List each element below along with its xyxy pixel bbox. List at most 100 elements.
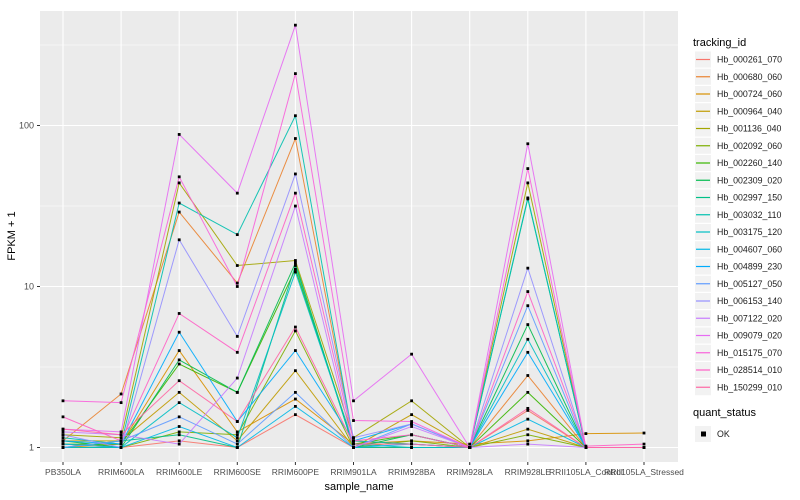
x-tick-label: RRIM928LA xyxy=(447,467,494,477)
data-point xyxy=(61,430,65,434)
data-point xyxy=(235,191,239,195)
data-point xyxy=(177,330,181,334)
data-point xyxy=(235,376,239,380)
legend-item-Hb_005127_050: Hb_005127_050 xyxy=(695,275,782,292)
data-point xyxy=(526,427,530,431)
data-point xyxy=(410,422,413,426)
legend-item-label: Hb_150299_010 xyxy=(717,382,782,392)
data-point xyxy=(294,329,297,333)
data-point xyxy=(177,358,181,362)
legend-item-label: Hb_004899_230 xyxy=(717,262,782,272)
legend-item-Hb_003175_120: Hb_003175_120 xyxy=(695,224,782,240)
data-point xyxy=(294,397,297,401)
data-point xyxy=(410,433,413,437)
legend-item-label: Hb_002260_140 xyxy=(717,158,782,168)
legend-item-label: Hb_000680_060 xyxy=(717,72,782,82)
data-point xyxy=(294,72,297,76)
legend-item-Hb_028514_010: Hb_028514_010 xyxy=(695,362,782,378)
legend-item-Hb_003032_110: Hb_003032_110 xyxy=(695,206,782,223)
data-point xyxy=(177,390,181,394)
data-point xyxy=(177,133,181,136)
data-point xyxy=(294,270,297,274)
legend-item-Hb_002309_020: Hb_002309_020 xyxy=(695,172,782,189)
data-point xyxy=(526,374,530,377)
x-tick-label: RRII105LA_Stressed xyxy=(604,467,684,477)
data-point xyxy=(119,446,123,449)
data-point xyxy=(468,442,472,446)
data-point xyxy=(177,415,181,419)
legend-item-Hb_150299_010: Hb_150299_010 xyxy=(695,379,782,396)
data-point xyxy=(352,419,355,422)
data-point xyxy=(294,267,297,271)
x-tick-label: RRIM600LA xyxy=(98,467,145,477)
legend-key-square xyxy=(701,431,706,437)
legend-item-label: Hb_000261_070 xyxy=(717,55,782,65)
x-tick-label: PB350LA xyxy=(45,467,81,477)
data-point xyxy=(294,172,297,176)
y-tick-label: 10 xyxy=(24,282,34,292)
x-tick-label: RRIM928BA xyxy=(388,467,436,477)
data-point xyxy=(61,415,65,419)
data-point xyxy=(294,191,297,195)
legend-item-Hb_002997_150: Hb_002997_150 xyxy=(695,189,782,206)
legend-item-label: Hb_007122_020 xyxy=(717,313,782,323)
data-point xyxy=(61,433,65,437)
legend-item-quant-OK: OK xyxy=(695,426,730,442)
data-point xyxy=(526,406,530,410)
data-point xyxy=(119,439,123,443)
data-point xyxy=(235,264,239,267)
data-point xyxy=(177,181,181,185)
legend-title-tracking-id: tracking_id xyxy=(693,37,746,49)
data-point xyxy=(294,369,297,373)
data-point xyxy=(526,323,530,326)
legend-item-Hb_007122_020: Hb_007122_020 xyxy=(695,310,782,327)
data-point xyxy=(177,175,181,179)
data-point xyxy=(526,167,530,170)
axes: 1 10 100 PB350LA RRIM600LA RRIM600LE RRIM600SE… xyxy=(19,121,684,478)
x-tick-label: RRIM600PE xyxy=(272,467,320,477)
data-point xyxy=(526,442,530,446)
data-point xyxy=(119,433,123,437)
legend-item-label: OK xyxy=(717,429,730,439)
data-point xyxy=(352,439,355,443)
data-point xyxy=(61,442,65,446)
data-point xyxy=(526,350,530,354)
data-point xyxy=(526,304,530,308)
data-point xyxy=(177,442,181,446)
data-point xyxy=(526,337,530,341)
data-point xyxy=(235,285,239,288)
legend-item-Hb_002092_060: Hb_002092_060 xyxy=(695,137,782,154)
data-point xyxy=(177,201,181,205)
data-point xyxy=(119,401,123,405)
legend-item-label: Hb_000964_040 xyxy=(717,106,782,116)
data-point xyxy=(235,334,239,338)
data-point xyxy=(294,259,297,262)
legend-item-Hb_006153_140: Hb_006153_140 xyxy=(695,293,782,309)
legend-item-label: Hb_003032_110 xyxy=(717,210,782,220)
legend-item-Hb_000724_060: Hb_000724_060 xyxy=(695,86,782,102)
data-point xyxy=(61,446,65,449)
data-point xyxy=(119,436,123,440)
y-tick-label: 1 xyxy=(29,443,34,453)
data-point xyxy=(119,442,123,446)
data-point xyxy=(410,352,413,356)
data-point xyxy=(294,390,297,394)
data-point xyxy=(235,420,239,423)
data-point xyxy=(410,413,413,417)
data-point xyxy=(61,436,65,440)
legend-quant-status: OK xyxy=(695,426,730,442)
data-point xyxy=(235,433,239,437)
data-point xyxy=(177,312,181,315)
data-point xyxy=(235,436,239,440)
legend-item-label: Hb_003175_120 xyxy=(717,227,782,237)
data-point xyxy=(352,446,355,449)
legend-item-Hb_001136_040: Hb_001136_040 xyxy=(695,120,782,137)
data-point xyxy=(294,349,297,352)
legend-item-label: Hb_000724_060 xyxy=(717,89,782,99)
data-point xyxy=(410,439,413,443)
data-point xyxy=(526,433,530,437)
data-point xyxy=(294,261,297,265)
data-point xyxy=(526,196,530,200)
